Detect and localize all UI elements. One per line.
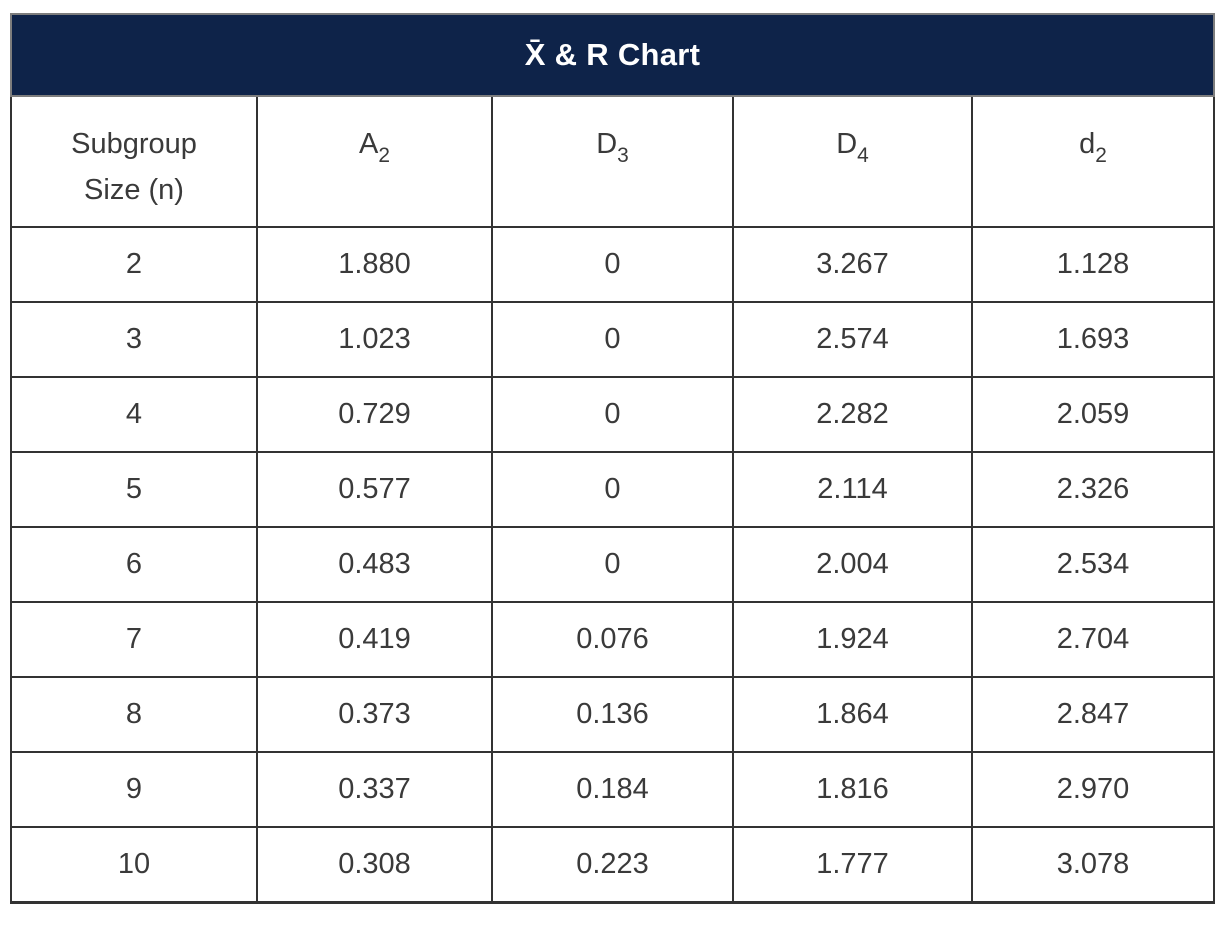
cell-d3: 0.184	[491, 751, 734, 828]
cell-d3: 0	[491, 376, 734, 453]
cell-d2: 2.059	[970, 376, 1216, 453]
cell-subgroup-size: 6	[10, 526, 258, 603]
cell-d4: 1.864	[732, 676, 973, 753]
table-row: 5 0.577 0 2.114 2.326	[10, 451, 1216, 528]
cell-d3: 0	[491, 226, 734, 303]
table-row: 6 0.483 0 2.004 2.534	[10, 526, 1216, 603]
table-row: 2 1.880 0 3.267 1.128	[10, 226, 1216, 303]
cell-d4: 3.267	[732, 226, 973, 303]
cell-subgroup-size: 10	[10, 826, 258, 904]
cell-subgroup-size: 8	[10, 676, 258, 753]
cell-d4: 1.816	[732, 751, 973, 828]
cell-subgroup-size: 9	[10, 751, 258, 828]
title-row: X̄ & R Chart	[9, 13, 1216, 97]
cell-d4: 2.004	[732, 526, 973, 603]
cell-d4: 1.924	[732, 601, 973, 678]
cell-d3: 0	[491, 526, 734, 603]
column-header-d3: D3	[491, 95, 734, 228]
column-header-row: Subgroup Size (n) A2 D3 D4 d2	[10, 95, 1216, 228]
column-header-subscript: 3	[617, 144, 629, 168]
page-title: X̄ & R Chart	[9, 13, 1216, 97]
column-header-label: D	[596, 128, 618, 160]
column-header-label: D	[836, 128, 858, 160]
cell-d3: 0.076	[491, 601, 734, 678]
table-row: 4 0.729 0 2.282 2.059	[10, 376, 1216, 453]
cell-a2: 0.373	[256, 676, 493, 753]
column-header-label: d	[1079, 128, 1096, 160]
cell-a2: 0.419	[256, 601, 493, 678]
cell-d2: 1.693	[970, 301, 1216, 378]
cell-subgroup-size: 4	[10, 376, 258, 453]
cell-a2: 1.023	[256, 301, 493, 378]
cell-subgroup-size: 5	[10, 451, 258, 528]
column-header-subgroup-size: Subgroup Size (n)	[10, 95, 258, 228]
column-header-label: Subgroup Size (n)	[71, 128, 197, 207]
cell-d2: 3.078	[970, 826, 1216, 904]
column-header-a2: A2	[256, 95, 493, 228]
cell-a2: 0.483	[256, 526, 493, 603]
cell-subgroup-size: 7	[10, 601, 258, 678]
cell-a2: 0.729	[256, 376, 493, 453]
cell-d2: 2.326	[970, 451, 1216, 528]
cell-d3: 0	[491, 451, 734, 528]
table-row: 7 0.419 0.076 1.924 2.704	[10, 601, 1216, 678]
column-header-d2: d2	[970, 95, 1216, 228]
cell-d2: 2.534	[970, 526, 1216, 603]
cell-d4: 1.777	[732, 826, 973, 904]
xr-chart-constants-table-container: X̄ & R Chart Subgroup Size (n) A2 D3 D4 …	[9, 13, 1216, 904]
cell-a2: 0.337	[256, 751, 493, 828]
cell-d2: 2.704	[970, 601, 1216, 678]
table-row: 9 0.337 0.184 1.816 2.970	[10, 751, 1216, 828]
cell-subgroup-size: 3	[10, 301, 258, 378]
cell-d2: 2.970	[970, 751, 1216, 828]
cell-d3: 0	[491, 301, 734, 378]
table-row: 8 0.373 0.136 1.864 2.847	[10, 676, 1216, 753]
column-header-label: A	[359, 128, 379, 160]
cell-d4: 2.574	[732, 301, 973, 378]
column-header-d4: D4	[732, 95, 973, 228]
cell-d4: 2.114	[732, 451, 973, 528]
cell-d3: 0.136	[491, 676, 734, 753]
cell-a2: 0.308	[256, 826, 493, 904]
xr-chart-constants-table: X̄ & R Chart Subgroup Size (n) A2 D3 D4 …	[9, 13, 1216, 904]
table-row: 3 1.023 0 2.574 1.693	[10, 301, 1216, 378]
column-header-subscript: 2	[378, 144, 390, 168]
column-header-subscript: 2	[1095, 144, 1107, 168]
cell-d2: 2.847	[970, 676, 1216, 753]
cell-subgroup-size: 2	[10, 226, 258, 303]
cell-a2: 0.577	[256, 451, 493, 528]
cell-d4: 2.282	[732, 376, 973, 453]
cell-a2: 1.880	[256, 226, 493, 303]
cell-d2: 1.128	[970, 226, 1216, 303]
column-header-subscript: 4	[857, 144, 869, 168]
cell-d3: 0.223	[491, 826, 734, 904]
table-row: 10 0.308 0.223 1.777 3.078	[10, 826, 1216, 904]
